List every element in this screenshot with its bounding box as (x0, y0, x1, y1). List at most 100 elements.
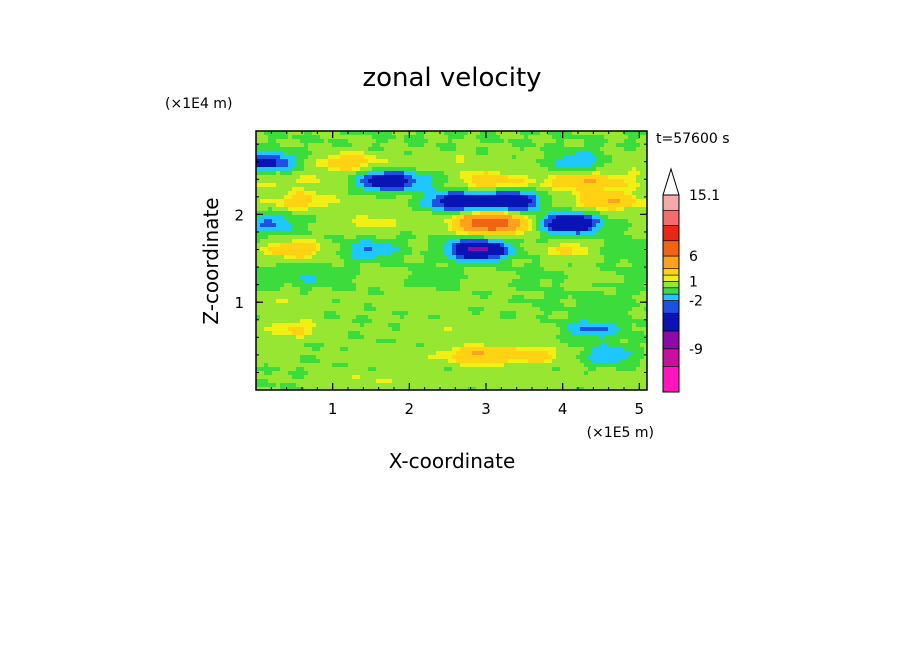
field-cell (464, 235, 469, 240)
field-cell (580, 223, 585, 228)
field-cell (324, 147, 329, 152)
field-cell (424, 211, 429, 216)
field-cell (644, 215, 647, 220)
field-cell (640, 227, 645, 232)
field-cell (404, 159, 409, 164)
field-cell (596, 159, 601, 164)
field-cell (476, 219, 481, 224)
field-cell (260, 243, 265, 248)
field-cell (344, 179, 349, 184)
field-cell (596, 135, 601, 140)
field-cell (620, 167, 625, 172)
field-cell (560, 147, 565, 152)
field-cell (460, 151, 465, 156)
field-cell (488, 327, 493, 332)
field-cell (456, 323, 461, 328)
field-cell (596, 239, 601, 244)
field-cell (512, 239, 517, 244)
field-cell (540, 331, 545, 336)
field-cell (552, 283, 557, 288)
field-cell (544, 207, 549, 212)
field-cell (336, 151, 341, 156)
field-cell (372, 151, 377, 156)
field-cell (420, 187, 425, 192)
field-cell (420, 331, 425, 336)
field-cell (360, 271, 365, 276)
field-cell (452, 279, 457, 284)
field-cell (312, 147, 317, 152)
field-cell (480, 147, 485, 152)
field-cell (580, 271, 585, 276)
field-cell (412, 183, 417, 188)
field-cell (624, 267, 629, 272)
field-cell (312, 175, 317, 180)
field-cell (296, 231, 301, 236)
field-cell (624, 231, 629, 236)
field-cell (308, 303, 313, 308)
field-cell (384, 215, 389, 220)
field-cell (256, 307, 261, 312)
field-cell (428, 275, 433, 280)
field-cell (560, 175, 565, 180)
field-cell (396, 251, 401, 256)
field-cell (376, 199, 381, 204)
field-cell (552, 331, 557, 336)
field-cell (568, 191, 573, 196)
field-cell (564, 251, 569, 256)
field-cell (288, 251, 293, 256)
field-cell (644, 251, 647, 256)
field-cell (640, 279, 645, 284)
field-cell (448, 131, 453, 136)
field-cell (492, 311, 497, 316)
field-cell (432, 179, 437, 184)
field-cell (468, 227, 473, 232)
field-cell (292, 231, 297, 236)
field-cell (372, 315, 377, 320)
field-cell (464, 271, 469, 276)
field-cell (592, 251, 597, 256)
field-cell (268, 199, 273, 204)
field-cell (384, 139, 389, 144)
field-cell (304, 247, 309, 252)
field-cell (340, 135, 345, 140)
field-cell (620, 191, 625, 196)
field-cell (476, 203, 481, 208)
field-cell (504, 311, 509, 316)
field-cell (508, 131, 513, 136)
field-cell (264, 307, 269, 312)
field-cell (524, 259, 529, 264)
field-cell (616, 231, 621, 236)
field-cell (280, 199, 285, 204)
field-cell (372, 311, 377, 316)
field-cell (508, 227, 513, 232)
field-cell (308, 331, 313, 336)
field-cell (280, 311, 285, 316)
field-cell (444, 211, 449, 216)
field-cell (372, 291, 377, 296)
field-cell (312, 283, 317, 288)
field-cell (540, 255, 545, 260)
field-cell (572, 327, 577, 332)
field-cell (500, 175, 505, 180)
field-cell (568, 303, 573, 308)
field-cell (372, 167, 377, 172)
field-cell (640, 143, 645, 148)
field-cell (324, 235, 329, 240)
field-cell (540, 251, 545, 256)
field-cell (316, 187, 321, 192)
field-cell (416, 267, 421, 272)
field-cell (320, 143, 325, 148)
field-cell (608, 311, 613, 316)
field-cell (316, 215, 321, 220)
field-cell (492, 195, 497, 200)
field-cell (532, 287, 537, 292)
field-cell (504, 183, 509, 188)
field-cell (636, 259, 641, 264)
field-cell (588, 279, 593, 284)
field-cell (600, 271, 605, 276)
field-cell (472, 155, 477, 160)
field-cell (288, 207, 293, 212)
field-cell (640, 303, 645, 308)
field-cell (544, 235, 549, 240)
field-cell (360, 223, 365, 228)
